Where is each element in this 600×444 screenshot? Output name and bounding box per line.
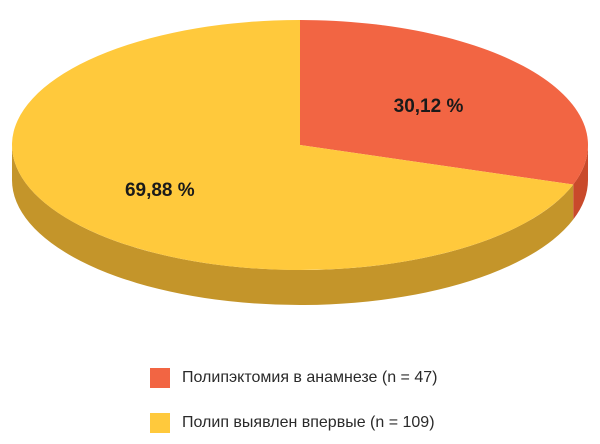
pie-slice-1 <box>12 20 574 270</box>
pie-chart: 30,12 % 69,88 % <box>12 20 588 306</box>
legend-label-polypectomy: Полипэктомия в анамнезе (n = 47) <box>182 369 438 386</box>
legend-item-first-detected: Полип выявлен впервые (n = 109) <box>150 413 435 433</box>
legend-swatch-first-detected <box>150 413 170 433</box>
legend-swatch-polypectomy <box>150 368 170 388</box>
legend-label-first-detected: Полип выявлен впервые (n = 109) <box>182 414 435 431</box>
pie-slice-0 <box>300 20 588 185</box>
pie-side-0 <box>573 145 588 220</box>
data-label-0: 30,12 % <box>394 96 464 117</box>
legend-item-polypectomy: Полипэктомия в анамнезе (n = 47) <box>150 368 437 388</box>
data-label-1: 69,88 % <box>125 180 195 201</box>
pie-side-1 <box>12 145 574 306</box>
